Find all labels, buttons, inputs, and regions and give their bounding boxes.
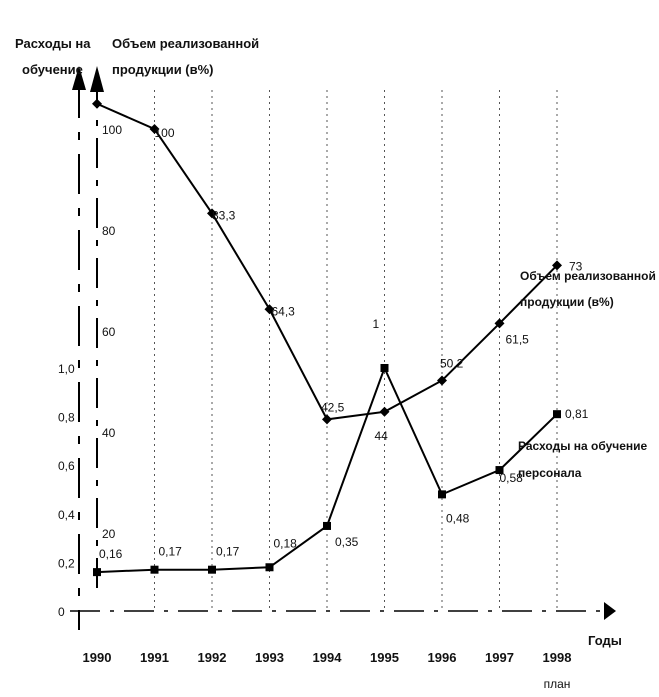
x-axis-arrow [604, 602, 616, 620]
left-tick-3: 0,6 [58, 459, 75, 473]
series-1-point-1991 [149, 124, 160, 134]
series-1-label-1994: 42,5 [321, 400, 345, 414]
series-2-point-1991 [150, 565, 159, 574]
series-2-label-line2: персонала [518, 466, 582, 480]
series-1-point-1992 [207, 208, 217, 219]
right-y-axis-arrow [90, 66, 104, 92]
series-2-point-1990 [93, 568, 101, 577]
series-2-label-1992: 0,17 [216, 545, 240, 559]
series-1-label-1997: 61,5 [506, 332, 530, 346]
series-2-point-1998 [553, 410, 561, 419]
series-2-point-1992 [208, 565, 216, 574]
series-2-label-1990: 0,16 [99, 547, 123, 561]
x-tick-1998: 1998 [543, 650, 572, 665]
x-tick-1992: 1992 [198, 650, 227, 665]
series-1-point-1995 [379, 406, 390, 417]
series-1-label-1998: 73 [569, 259, 583, 273]
series-1-point-1996 [437, 375, 447, 386]
x-tick-1994: 1994 [313, 650, 343, 665]
left-axis-title-line2: обучение [22, 62, 83, 77]
series-1-label-1991: 100 [155, 126, 175, 140]
series-1-point-1993 [264, 304, 275, 315]
series-2-point-1993 [265, 563, 274, 572]
series-2-label-1991: 0,17 [159, 545, 183, 559]
series-2-label-1998: 0,81 [565, 407, 589, 421]
series-1-label-1996: 50,2 [440, 356, 464, 370]
left-tick-2: 0,4 [58, 508, 75, 522]
left-axis-title-line1: Расходы на [15, 36, 91, 51]
left-tick-4: 0,8 [58, 411, 75, 425]
series-1-label-1993: 64,3 [272, 304, 296, 318]
series-2-label-1994: 0,35 [335, 535, 359, 549]
right-axis-title-line1: Объем реализованной [112, 36, 259, 51]
left-tick-1: 0,2 [58, 556, 75, 570]
right-tick-20: 20 [102, 527, 116, 541]
x-tick-1991: 1991 [140, 650, 169, 665]
left-tick-0: 0 [58, 605, 65, 619]
x-sublabel-1998: план [544, 677, 571, 691]
x-tick-1996: 1996 [428, 650, 457, 665]
series-2-point-1997 [495, 466, 504, 475]
series-1-point-1994 [322, 414, 332, 425]
right-tick-60: 60 [102, 325, 116, 339]
right-axis-title-line2: продукции (в%) [112, 62, 214, 77]
series-1-label-line2: продукции (в%) [520, 295, 614, 309]
series-1-point-1998 [552, 260, 562, 271]
x-axis-title: Годы [588, 633, 622, 648]
x-tick-1990: 1990 [83, 650, 112, 665]
series-1-label-1992: 83,3 [212, 208, 236, 222]
right-tick-80: 80 [102, 224, 116, 238]
left-y-axis-arrow [72, 66, 86, 90]
series-2-point-1995 [380, 364, 389, 372]
x-tick-1995: 1995 [370, 650, 399, 665]
right-tick-100: 100 [102, 123, 122, 137]
series-1-label-line1: Объем реализованной [520, 269, 656, 283]
series-2-point-1994 [323, 521, 331, 530]
x-tick-1993: 1993 [255, 650, 284, 665]
left-tick-5: 1,0 [58, 362, 75, 376]
series-1-point-1990 [92, 98, 102, 109]
series-1-label-1995: 44 [375, 429, 389, 443]
series-2-label-line1: Расходы на обучение [518, 439, 648, 453]
series-2-label-1995: 1 [373, 317, 380, 331]
series-2-label-1993: 0,18 [274, 536, 298, 550]
series-2-label-1996: 0,48 [446, 511, 470, 525]
series-1-point-1997 [494, 318, 505, 329]
right-tick-40: 40 [102, 426, 116, 440]
series-2-point-1996 [438, 490, 446, 499]
x-tick-1997: 1997 [485, 650, 514, 665]
series-2-label-1997: 0,58 [500, 471, 524, 485]
